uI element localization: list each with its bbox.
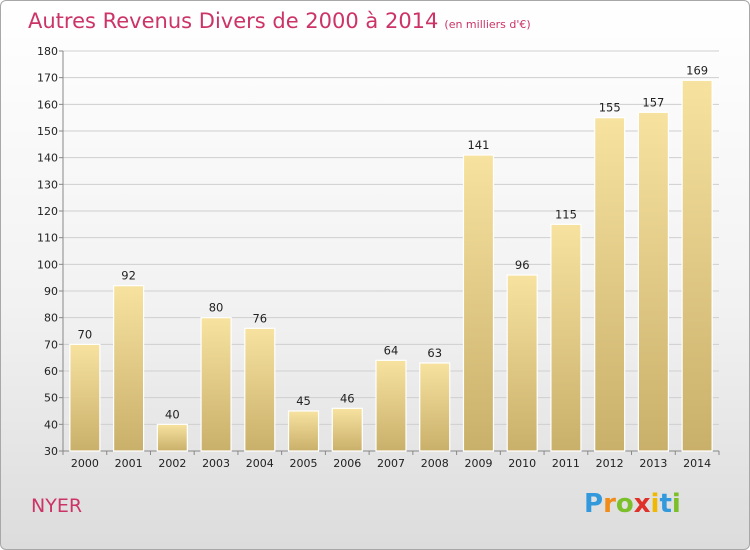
bar-2008 — [419, 362, 451, 452]
y-tick-label: 150 — [37, 125, 58, 138]
logo-letter: x — [633, 489, 651, 519]
value-label: 70 — [78, 327, 93, 341]
y-tick-label: 70 — [44, 338, 58, 351]
x-tick-label: 2011 — [552, 457, 580, 470]
logo-letter: r — [603, 489, 616, 519]
value-label: 155 — [599, 101, 621, 115]
bar-2002 — [156, 423, 188, 452]
bar-2000 — [69, 343, 101, 452]
x-tick-label: 2005 — [290, 457, 318, 470]
value-label: 46 — [340, 391, 355, 405]
y-tick-label: 110 — [37, 232, 58, 245]
bar-2009 — [462, 154, 495, 452]
x-tick-label: 2004 — [246, 457, 274, 470]
x-tick-label: 2014 — [683, 457, 711, 470]
logo-letter: P — [584, 489, 604, 519]
bar-2005 — [287, 410, 320, 452]
town-name: NYER — [31, 495, 83, 517]
bar-2006 — [331, 407, 363, 452]
bar-2012 — [594, 117, 626, 452]
y-tick-label: 30 — [44, 445, 58, 458]
chart-subtitle: (en milliers d'€) — [444, 18, 531, 31]
y-tick-label: 90 — [44, 285, 58, 298]
logo-letter: t — [659, 489, 672, 519]
value-label: 64 — [384, 343, 399, 357]
y-tick-label: 80 — [44, 312, 58, 325]
value-label: 63 — [427, 346, 442, 360]
x-tick-label: 2012 — [596, 457, 624, 470]
bar-2003 — [200, 317, 232, 452]
logo-letter: i — [650, 489, 660, 519]
bar-2007 — [375, 359, 407, 452]
x-tick-label: 2003 — [202, 457, 230, 470]
x-tick-label: 2010 — [508, 457, 536, 470]
title-row: Autres Revenus Divers de 2000 à 2014 (en … — [28, 9, 531, 33]
y-tick-label: 130 — [37, 178, 58, 191]
proxiti-logo[interactable]: Proxiti — [584, 489, 681, 519]
x-tick-label: 2013 — [639, 457, 667, 470]
x-tick-label: 2001 — [115, 457, 143, 470]
value-label: 169 — [686, 63, 708, 77]
value-label: 157 — [642, 95, 664, 109]
logo-letter: o — [615, 489, 634, 519]
y-tick-label: 140 — [37, 152, 58, 165]
value-label: 92 — [121, 269, 136, 283]
y-tick-label: 100 — [37, 258, 58, 271]
y-tick-label: 50 — [44, 392, 58, 405]
value-label: 80 — [209, 301, 224, 315]
x-tick-label: 2006 — [333, 457, 361, 470]
bars — [69, 79, 713, 452]
chart-title: Autres Revenus Divers de 2000 à 2014 — [28, 9, 439, 33]
x-tick-label: 2009 — [464, 457, 492, 470]
bar-2011 — [550, 223, 582, 452]
x-tick-label: 2008 — [421, 457, 449, 470]
bar-2010 — [506, 274, 538, 452]
value-label: 141 — [467, 138, 489, 152]
y-tick-label: 180 — [37, 45, 58, 58]
x-tick-label: 2002 — [158, 457, 186, 470]
value-label: 76 — [252, 311, 267, 325]
y-tick-label: 60 — [44, 365, 58, 378]
bar-2014 — [681, 79, 713, 452]
y-tick-label: 170 — [37, 72, 58, 85]
value-labels: 70 92 40 80 76 45 46 64 63 141 96 115 155 157 169 — [78, 63, 709, 421]
bar-2004 — [244, 327, 276, 452]
y-tick-label: 120 — [37, 205, 58, 218]
value-label: 40 — [165, 407, 180, 421]
y-tick-label: 40 — [44, 418, 58, 431]
y-tick-label: 160 — [37, 98, 58, 111]
x-tick-label: 2000 — [71, 457, 99, 470]
x-tick-label: 2007 — [377, 457, 405, 470]
logo-letter: i — [671, 489, 681, 519]
bar-2001 — [112, 285, 145, 452]
value-label: 45 — [296, 394, 311, 408]
value-label: 96 — [515, 258, 530, 272]
value-label: 115 — [555, 207, 577, 221]
bar-2013 — [637, 111, 670, 452]
